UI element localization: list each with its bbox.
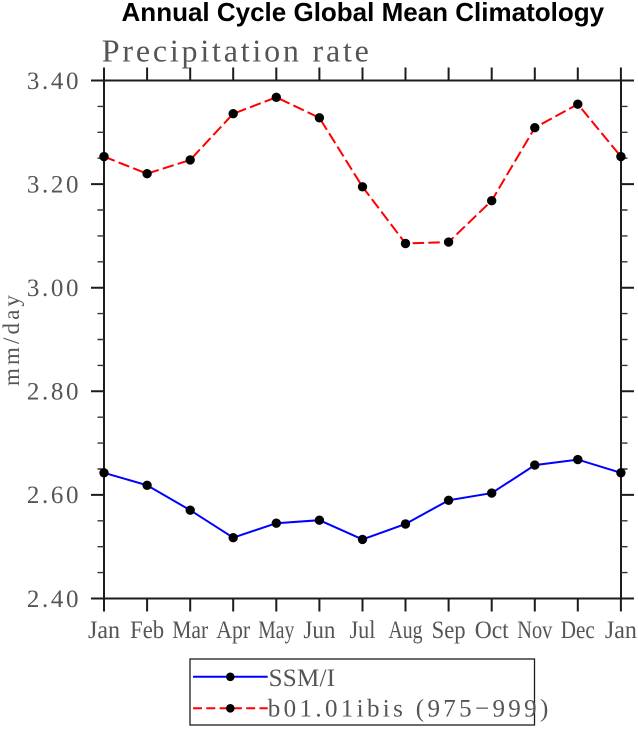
svg-text:3.40: 3.40: [27, 68, 81, 95]
svg-text:Apr: Apr: [216, 617, 251, 644]
svg-text:2.40: 2.40: [27, 586, 81, 613]
svg-text:3.00: 3.00: [27, 275, 81, 302]
svg-text:Jul: Jul: [350, 617, 376, 644]
svg-text:2.60: 2.60: [27, 482, 81, 509]
svg-text:Jan: Jan: [605, 617, 637, 644]
svg-text:Jan: Jan: [88, 617, 120, 644]
svg-text:Nov: Nov: [517, 617, 552, 644]
svg-text:Aug: Aug: [389, 617, 423, 644]
svg-text:Sep: Sep: [432, 617, 466, 644]
svg-text:Mar: Mar: [172, 617, 209, 644]
svg-text:May: May: [258, 617, 294, 644]
svg-text:3.20: 3.20: [27, 171, 81, 198]
svg-text:SSM/I: SSM/I: [269, 665, 336, 692]
svg-text:b01.01ibis (975−999): b01.01ibis (975−999): [268, 696, 552, 723]
svg-text:Precipitation rate: Precipitation rate: [102, 33, 372, 69]
svg-text:mm/day: mm/day: [0, 292, 24, 386]
svg-text:Oct: Oct: [475, 617, 509, 644]
svg-text:Annual Cycle Global Mean Clima: Annual Cycle Global Mean Climatology: [122, 0, 605, 27]
svg-text:Jun: Jun: [303, 617, 335, 644]
svg-text:Dec: Dec: [561, 617, 595, 644]
svg-text:2.80: 2.80: [27, 379, 81, 406]
svg-text:Feb: Feb: [130, 617, 164, 644]
